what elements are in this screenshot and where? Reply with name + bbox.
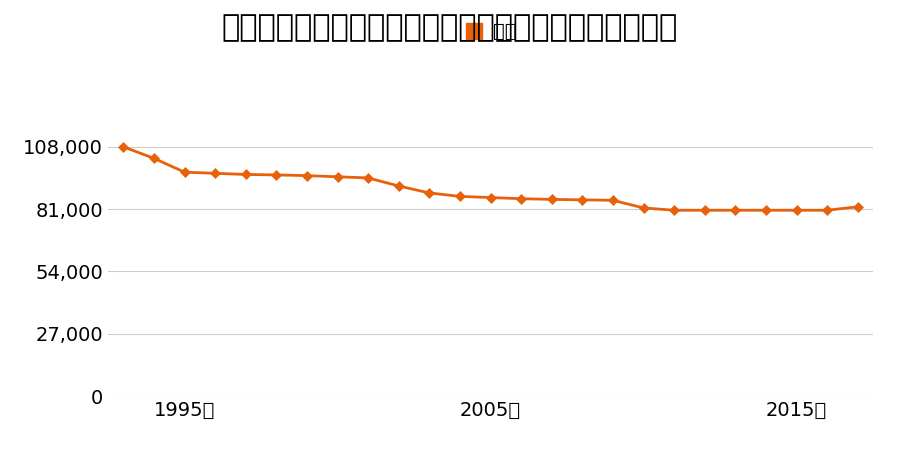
Text: 愛知県額田郡幸田町大字芦谷字仲田１７２番の地価推移: 愛知県額田郡幸田町大字芦谷字仲田１７２番の地価推移 [222,14,678,42]
Legend: 価格: 価格 [464,22,517,41]
